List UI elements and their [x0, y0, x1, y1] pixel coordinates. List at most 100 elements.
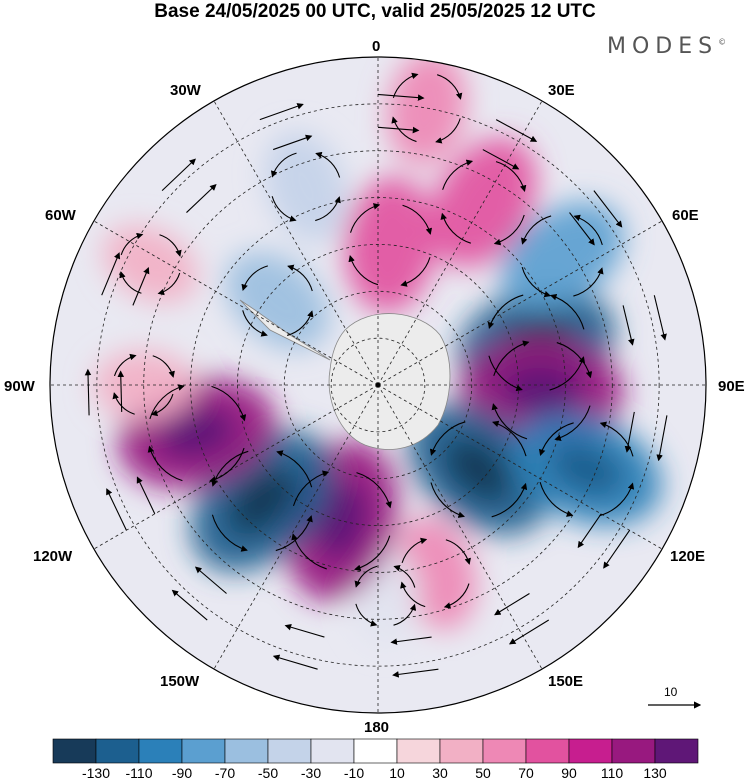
wind-arrow — [495, 161, 527, 193]
graticule — [50, 57, 706, 713]
wind-arrow — [284, 623, 325, 638]
wind-arrow — [242, 310, 268, 337]
wind-arrow — [442, 159, 474, 190]
wind-arrow — [211, 385, 247, 422]
wind-arrow — [186, 183, 217, 213]
wind-arrow — [152, 355, 175, 378]
meridian-line — [377, 384, 543, 670]
wind-arrow — [377, 93, 425, 101]
wind-arrow — [159, 234, 182, 257]
wind-arrow — [119, 271, 142, 294]
colorbar-tick-label: 90 — [561, 765, 577, 781]
wind-arrow — [147, 445, 183, 482]
colorbar-tick-label: 70 — [518, 765, 534, 781]
wind-arrow — [354, 565, 378, 588]
wind-arrow — [435, 118, 461, 144]
anomaly-core — [315, 481, 368, 560]
colorbar-swatch — [310, 738, 355, 764]
wind-arrow — [493, 340, 530, 376]
wind-arrow — [241, 265, 268, 292]
colorbar-tick-label: -30 — [300, 765, 322, 781]
wind-arrow — [440, 212, 471, 244]
wind-arrow — [429, 421, 466, 456]
wind-arrow — [402, 204, 433, 235]
wind-arrow — [132, 266, 150, 306]
anomaly-core — [228, 467, 296, 535]
wind-arrow — [482, 149, 520, 170]
meridian-line — [213, 384, 379, 670]
colorbar-swatch — [654, 738, 699, 764]
colorbar-tick-label: -130 — [81, 765, 111, 781]
wind-arrow — [393, 564, 416, 588]
colorbar-swatch — [482, 738, 527, 764]
label-lon-0: 0 — [372, 38, 381, 55]
wind-arrow — [271, 196, 297, 222]
wind-arrow — [593, 190, 623, 228]
colorbar-tick-label: 130 — [643, 765, 667, 781]
wind-arrow — [157, 272, 181, 296]
label-lon-60w: 60W — [45, 207, 76, 224]
label-lon-90e: 90E — [718, 378, 745, 395]
modes-logo: MODES© — [607, 34, 726, 59]
label-lon-120w: 120W — [33, 548, 73, 565]
anomaly-cell — [500, 201, 624, 310]
wind-arrow — [391, 116, 417, 143]
wind-arrow — [101, 252, 121, 296]
wind-arrow — [491, 403, 528, 440]
wind-arrow — [392, 72, 419, 98]
label-lon-150w: 150W — [160, 673, 200, 690]
meridian-line — [93, 384, 379, 550]
colorbar-swatch — [353, 738, 398, 764]
colorbar-tick-label: 110 — [600, 765, 624, 781]
wind-arrow — [161, 158, 196, 192]
colorbar-tick-label: -90 — [171, 765, 193, 781]
wind-arrow — [491, 482, 528, 518]
wind-arrow — [106, 488, 127, 531]
label-lon-120e: 120E — [670, 548, 706, 565]
wind-arrow — [291, 533, 327, 570]
wind-arrow — [573, 267, 604, 297]
wind-arrow — [493, 214, 525, 246]
wind-arrow — [624, 411, 635, 453]
wind-arrow — [554, 405, 591, 441]
wind-arrow — [549, 356, 586, 391]
wind-arrow — [539, 482, 574, 517]
brand-text: MODES — [607, 34, 719, 59]
colorbar-tick-label: -10 — [343, 765, 365, 781]
wind-arrow — [120, 232, 144, 256]
meridian-line — [213, 100, 379, 386]
wind-arrow — [275, 515, 313, 552]
wind-arrow — [393, 603, 417, 626]
wind-arrow — [430, 482, 465, 518]
wind-arrow — [392, 668, 439, 678]
wind-arrow — [487, 294, 524, 330]
label-lon-30w: 30W — [170, 82, 201, 99]
wind-arrow — [492, 420, 527, 457]
latitude-circle — [96, 103, 660, 667]
colorbar-swatch — [568, 738, 613, 764]
wind-arrow — [211, 514, 248, 552]
colorbar-tick-label: -70 — [214, 765, 236, 781]
label-lon-180: 180 — [364, 719, 390, 736]
wind-arrow — [194, 566, 227, 594]
colorbar-swatch — [181, 738, 226, 764]
colorbar-tick-label: 10 — [389, 765, 405, 781]
wind-arrow — [150, 393, 174, 417]
label-lon-30e: 30E — [548, 82, 575, 99]
colorbar-swatch — [52, 738, 97, 764]
wind-arrow — [495, 119, 538, 142]
wind-arrow — [437, 74, 463, 100]
wind-arrow — [354, 535, 391, 572]
colorbar-swatch — [95, 738, 140, 764]
wind-arrow — [272, 654, 318, 670]
wind-arrow — [443, 583, 470, 609]
colorbar-swatch — [396, 738, 441, 764]
wind-arrow — [573, 214, 603, 246]
wind-arrow — [287, 310, 314, 336]
wind-arrow — [494, 593, 530, 616]
wind-arrow — [171, 589, 208, 621]
wind-arrow — [549, 293, 585, 330]
wind-arrow — [272, 134, 313, 151]
colorbar-swatch — [439, 738, 484, 764]
